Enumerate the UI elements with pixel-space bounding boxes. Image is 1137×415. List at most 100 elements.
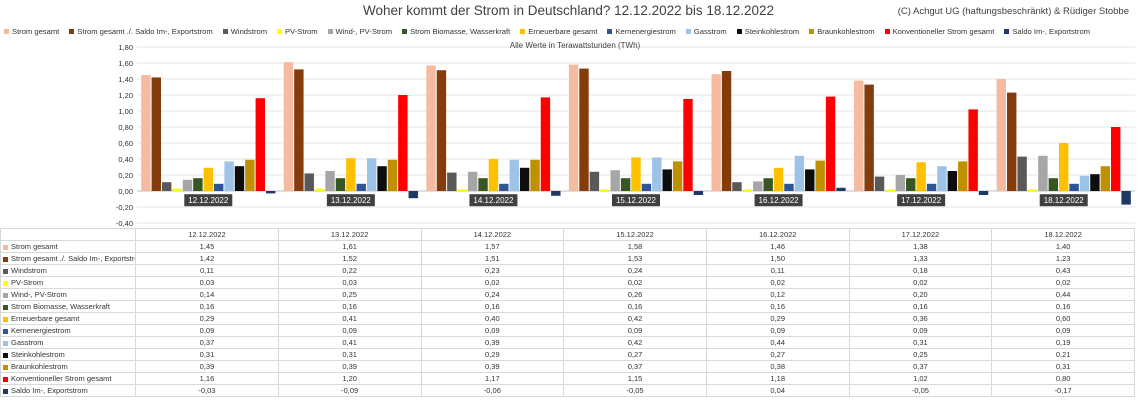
bar-steinkohlestrom-4 bbox=[805, 169, 815, 191]
bar-pv-strom-3 bbox=[600, 189, 610, 191]
table-row: Gasstrom 0,37 0,41 0,39 0,42 0,44 0,31 0,19 bbox=[0, 336, 1135, 349]
y-tick-label: 1,00 bbox=[118, 107, 133, 116]
category-label-text: 17.12.2022 bbox=[901, 196, 942, 205]
table-row: Strom gesamt ./. Saldo Im-, Exportstrom 1… bbox=[0, 252, 1135, 265]
table-cell: 1,42 bbox=[135, 252, 279, 265]
table-row-label: PV-Strom bbox=[0, 276, 137, 289]
table-cell: 0,39 bbox=[277, 360, 422, 373]
category-label: 17.12.2022 bbox=[897, 194, 946, 207]
bar-saldo-im-exportstrom-0 bbox=[265, 191, 276, 194]
legend-label: PV-Strom bbox=[285, 26, 318, 36]
bar-kernenergiestrom-4 bbox=[784, 183, 794, 191]
bar-saldo-im-exportstrom-2 bbox=[551, 191, 561, 196]
table-cell: 0,04 bbox=[705, 384, 850, 397]
table-row: Erneuerbare gesamt 0,29 0,41 0,40 0,42 0,29 0,… bbox=[0, 312, 1135, 325]
bar-konventioneller-strom-gesamt-5 bbox=[968, 109, 978, 191]
bar-konventioneller-strom-gesamt-0 bbox=[255, 98, 265, 191]
legend-item: Erneuerbare gesamt bbox=[520, 27, 597, 36]
bar-konventioneller-strom-gesamt-4 bbox=[825, 96, 836, 191]
category-label-box bbox=[612, 194, 660, 207]
table-cell: 0,02 bbox=[991, 276, 1135, 289]
table-cell: 0,02 bbox=[563, 276, 707, 289]
table-row-swatch bbox=[3, 328, 8, 334]
table-cell: -0,03 bbox=[135, 384, 279, 397]
bar-braunkohlestrom-5 bbox=[958, 161, 968, 191]
bar-windstrom-1 bbox=[304, 173, 314, 191]
legend-swatch bbox=[809, 28, 815, 34]
bar-pv-strom-1 bbox=[314, 188, 325, 191]
category-label: 18.12.2022 bbox=[1039, 194, 1088, 207]
y-tick-label: 0,40 bbox=[118, 155, 133, 164]
table-cell: 1,53 bbox=[563, 252, 707, 265]
table-row-swatch bbox=[3, 340, 8, 346]
table-row: Wind-, PV-Strom 0,14 0,25 0,24 0,26 0,12 0,20 0… bbox=[0, 288, 1135, 301]
bar-windstrom-4 bbox=[732, 182, 742, 191]
table-cell: 0,09 bbox=[991, 324, 1135, 337]
bar-gasstrom-3 bbox=[652, 157, 662, 191]
bar-braunkohlestrom-2 bbox=[530, 159, 540, 191]
table-row: Braunkohlestrom 0,39 0,39 0,39 0,37 0,38 0,37 0… bbox=[0, 360, 1135, 373]
category-label-text: 13.12.2022 bbox=[331, 196, 372, 205]
table-row-swatch bbox=[3, 268, 8, 274]
bar-steinkohlestrom-6 bbox=[1090, 174, 1100, 191]
legend-label: Steinkohlestrom bbox=[744, 26, 800, 36]
table-cell: 0,31 bbox=[135, 348, 279, 361]
bar-windstrom-5 bbox=[874, 176, 885, 191]
bar-erneuerbare-gesamt-4 bbox=[773, 167, 784, 191]
legend-swatch bbox=[222, 28, 228, 34]
bar-strom-gesamt-3 bbox=[568, 64, 579, 191]
table-cell: 1,57 bbox=[420, 240, 565, 253]
table-cell: 0,41 bbox=[277, 312, 422, 325]
bar-gasstrom-0 bbox=[224, 161, 234, 191]
bar-strom-biomasse-wasserkraft-3 bbox=[620, 178, 631, 191]
category-label: 15.12.2022 bbox=[612, 194, 660, 207]
table-cell: 0,12 bbox=[705, 288, 850, 301]
category-label-text: 18.12.2022 bbox=[1044, 196, 1085, 205]
legend-label: Strom gesamt bbox=[12, 26, 60, 36]
table-cell: 0,40 bbox=[420, 312, 565, 325]
bar-windstrom-3 bbox=[589, 171, 600, 191]
table-cell: 0,43 bbox=[991, 264, 1135, 277]
table-cell: 0,31 bbox=[848, 336, 993, 349]
table-cell: 1,46 bbox=[705, 240, 850, 253]
table-cell: 0,27 bbox=[705, 348, 850, 361]
bar-kernenergiestrom-6 bbox=[1069, 183, 1079, 191]
bar-windstrom-2 bbox=[447, 172, 457, 191]
bar-wind-pv-strom-2 bbox=[467, 171, 478, 191]
table-row-label: Gasstrom bbox=[0, 336, 137, 349]
category-label-text: 15.12.2022 bbox=[616, 196, 657, 205]
table-cell: 0,26 bbox=[563, 288, 707, 301]
legend-swatch bbox=[69, 28, 75, 34]
table-column-header: 17.12.2022 bbox=[848, 228, 993, 241]
bars bbox=[141, 62, 1131, 205]
table-row-label: Konventioneller Strom gesamt bbox=[0, 372, 137, 385]
table-cell: 0,31 bbox=[991, 360, 1135, 373]
table-cell: 0,42 bbox=[563, 336, 707, 349]
bar-pv-strom-2 bbox=[457, 189, 467, 191]
table-row-label: Erneuerbare gesamt bbox=[0, 312, 137, 325]
table-column-header: 18.12.2022 bbox=[991, 228, 1135, 241]
legend-label: Windstrom bbox=[230, 26, 268, 36]
bar-saldo-im-exportstrom-6 bbox=[1121, 191, 1131, 205]
chart-subtitle: Alle Werte in Terawattstunden (TWh) bbox=[510, 41, 641, 50]
legend-label: Gasstrom bbox=[693, 26, 727, 36]
legend-item: Windstrom bbox=[222, 26, 268, 36]
table-cell: 0,29 bbox=[705, 312, 850, 325]
bar-erneuerbare-gesamt-6 bbox=[1059, 143, 1069, 191]
y-axis: 1,80 1,60 1,40 1,20 1,00 0,80 0,60 0,40 0,20 0,00… bbox=[116, 43, 133, 228]
bar-saldo-im-exportstrom-5 bbox=[978, 191, 989, 195]
bar-gasstrom-4 bbox=[794, 155, 805, 191]
bar-braunkohlestrom-4 bbox=[815, 160, 825, 191]
legend-item: Strom Biomasse, Wasserkraft bbox=[402, 27, 510, 36]
table-cell: 0,80 bbox=[991, 372, 1135, 385]
y-tick-label: 0,80 bbox=[118, 123, 133, 132]
legend-swatch bbox=[327, 28, 333, 34]
category-label-box bbox=[469, 194, 518, 207]
y-tick-label: 1,80 bbox=[118, 43, 133, 52]
legend-label: Saldo Im-, Exportstrom bbox=[1012, 26, 1090, 36]
table-cell: 0,29 bbox=[135, 312, 279, 325]
bar-gasstrom-1 bbox=[366, 158, 377, 191]
table-cell: 1,16 bbox=[135, 372, 279, 385]
legend-swatch bbox=[607, 28, 613, 34]
table-cell: 0,44 bbox=[991, 288, 1135, 301]
